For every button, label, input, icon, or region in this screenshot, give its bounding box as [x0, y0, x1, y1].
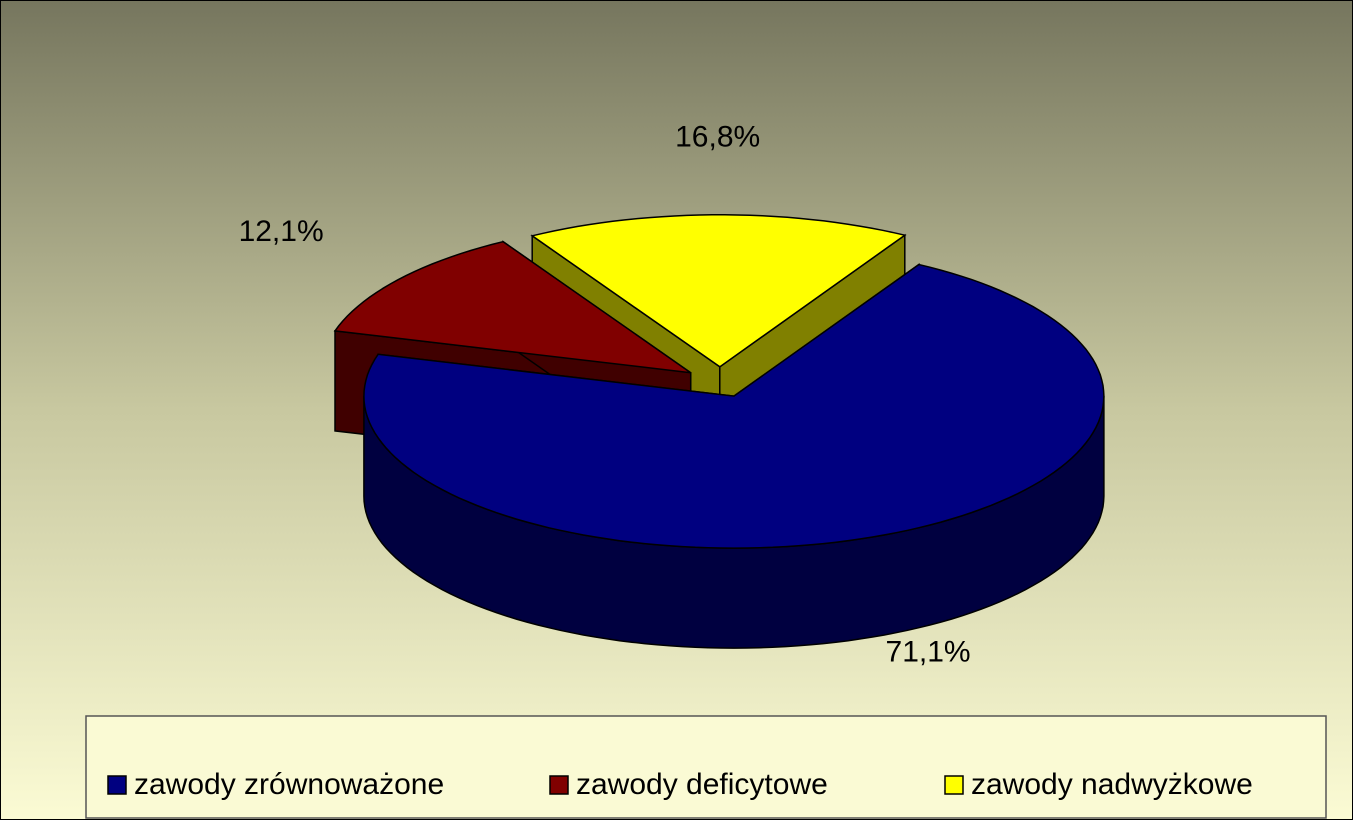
legend-swatch — [107, 775, 127, 795]
legend-label: zawody deficytowe — [576, 768, 828, 801]
pie — [333, 214, 1105, 649]
legend-swatch — [549, 775, 569, 795]
data-labels: 71,1% 12,1% 16,8% — [239, 121, 971, 669]
data-label: 16,8% — [675, 121, 760, 154]
legend-items: zawody zrównoważone zawody deficytowe zawo… — [107, 768, 1253, 801]
legend — [85, 715, 1327, 819]
slice — [530, 214, 907, 368]
legend-label: zawody nadwyżkowe — [971, 768, 1253, 801]
legend-label: zawody zrównoważone — [134, 768, 444, 801]
data-label: 71,1% — [886, 636, 971, 669]
slice — [333, 240, 692, 374]
data-label: 12,1% — [239, 215, 324, 248]
legend-swatch — [944, 775, 964, 795]
slice — [363, 263, 1105, 549]
